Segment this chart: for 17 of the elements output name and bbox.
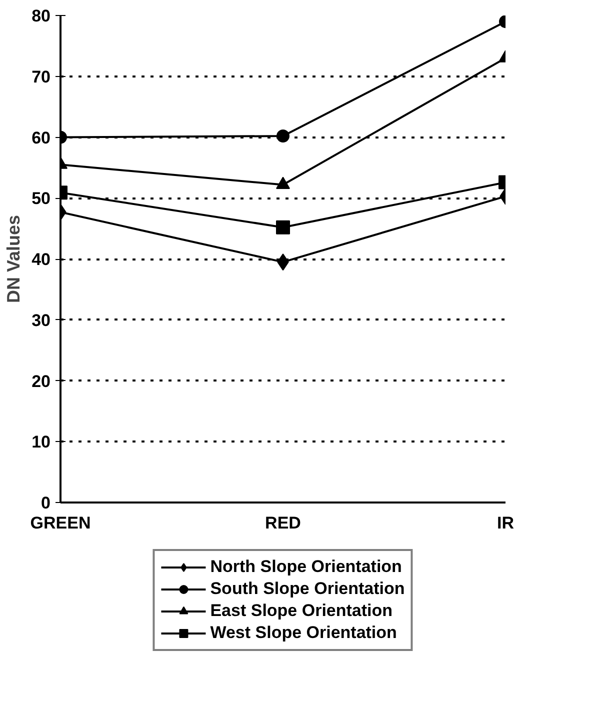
- y-tick-label: 30: [32, 310, 51, 330]
- y-tick-label: 10: [32, 432, 51, 452]
- y-tick-label: 70: [32, 67, 51, 86]
- y-tick-label: 50: [32, 189, 51, 208]
- legend-label: North Slope Orientation: [210, 557, 402, 577]
- legend-label: West Slope Orientation: [210, 623, 397, 643]
- x-tick-label: IR: [497, 514, 514, 532]
- y-axis-title: DN Values: [4, 214, 24, 304]
- y-tick-label: 80: [32, 6, 51, 26]
- x-tick-label: GREEN: [30, 514, 91, 532]
- legend-label: South Slope Orientation: [210, 579, 405, 599]
- x-tick-label: RED: [265, 514, 301, 532]
- y-tick-label: 0: [41, 494, 51, 512]
- legend-label: East Slope Orientation: [210, 601, 393, 621]
- y-tick-label: 20: [32, 372, 51, 391]
- y-tick-label: 60: [32, 128, 51, 148]
- y-tick-label: 40: [32, 250, 51, 269]
